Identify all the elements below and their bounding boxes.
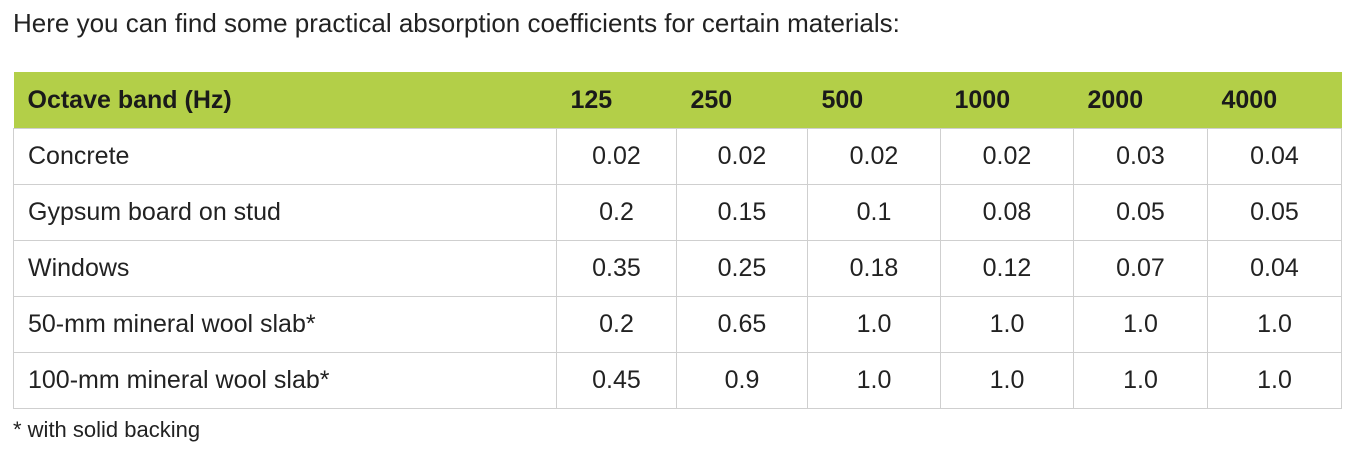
- header-cell: 125: [556, 72, 677, 129]
- table-body: Concrete 0.02 0.02 0.02 0.02 0.03 0.04 Gypsum b…: [13, 128, 1342, 409]
- table-row: Windows 0.35 0.25 0.18 0.12 0.07 0.04: [13, 240, 1342, 297]
- value-cell: 0.02: [940, 128, 1074, 185]
- value-cell: 1.0: [940, 352, 1074, 409]
- value-cell: 0.08: [940, 184, 1074, 241]
- value-cell: 0.2: [556, 296, 677, 353]
- material-cell: Concrete: [13, 128, 557, 185]
- value-cell: 0.04: [1207, 128, 1342, 185]
- absorption-table: Octave band (Hz) 125 250 500 1000 2000 4000 Co…: [13, 72, 1342, 409]
- table-row: 50-mm mineral wool slab* 0.2 0.65 1.0 1.0 1.0…: [13, 296, 1342, 353]
- value-cell: 0.2: [556, 184, 677, 241]
- value-cell: 1.0: [1207, 352, 1342, 409]
- intro-text: Here you can find some practical absorpt…: [13, 8, 900, 38]
- value-cell: 0.02: [676, 128, 808, 185]
- value-cell: 0.25: [676, 240, 808, 297]
- material-cell: 50-mm mineral wool slab*: [13, 296, 557, 353]
- value-cell: 0.9: [676, 352, 808, 409]
- header-row: Octave band (Hz) 125 250 500 1000 2000 4000: [13, 72, 1342, 129]
- value-cell: 1.0: [807, 352, 941, 409]
- value-cell: 0.18: [807, 240, 941, 297]
- material-cell: Windows: [13, 240, 557, 297]
- value-cell: 0.45: [556, 352, 677, 409]
- value-cell: 0.03: [1073, 128, 1208, 185]
- value-cell: 0.15: [676, 184, 808, 241]
- value-cell: 1.0: [807, 296, 941, 353]
- value-cell: 0.65: [676, 296, 808, 353]
- table-row: Gypsum board on stud 0.2 0.15 0.1 0.08 0.05 0.…: [13, 184, 1342, 241]
- value-cell: 0.35: [556, 240, 677, 297]
- value-cell: 0.07: [1073, 240, 1208, 297]
- value-cell: 1.0: [1073, 352, 1208, 409]
- header-cell: 500: [807, 72, 941, 129]
- header-cell: 1000: [940, 72, 1074, 129]
- header-cell: 250: [676, 72, 808, 129]
- value-cell: 0.1: [807, 184, 941, 241]
- value-cell: 0.02: [807, 128, 941, 185]
- value-cell: 1.0: [1073, 296, 1208, 353]
- value-cell: 0.04: [1207, 240, 1342, 297]
- value-cell: 0.05: [1073, 184, 1208, 241]
- header-cell: 4000: [1207, 72, 1342, 129]
- value-cell: 0.12: [940, 240, 1074, 297]
- material-cell: 100-mm mineral wool slab*: [13, 352, 557, 409]
- value-cell: 0.05: [1207, 184, 1342, 241]
- value-cell: 1.0: [940, 296, 1074, 353]
- table-row: 100-mm mineral wool slab* 0.45 0.9 1.0 1.0 1.…: [13, 352, 1342, 409]
- value-cell: 0.02: [556, 128, 677, 185]
- material-cell: Gypsum board on stud: [13, 184, 557, 241]
- header-cell: Octave band (Hz): [13, 72, 557, 129]
- footnote: * with solid backing: [13, 417, 201, 442]
- table-row: Concrete 0.02 0.02 0.02 0.02 0.03 0.04: [13, 128, 1342, 185]
- value-cell: 1.0: [1207, 296, 1342, 353]
- header-cell: 2000: [1073, 72, 1208, 129]
